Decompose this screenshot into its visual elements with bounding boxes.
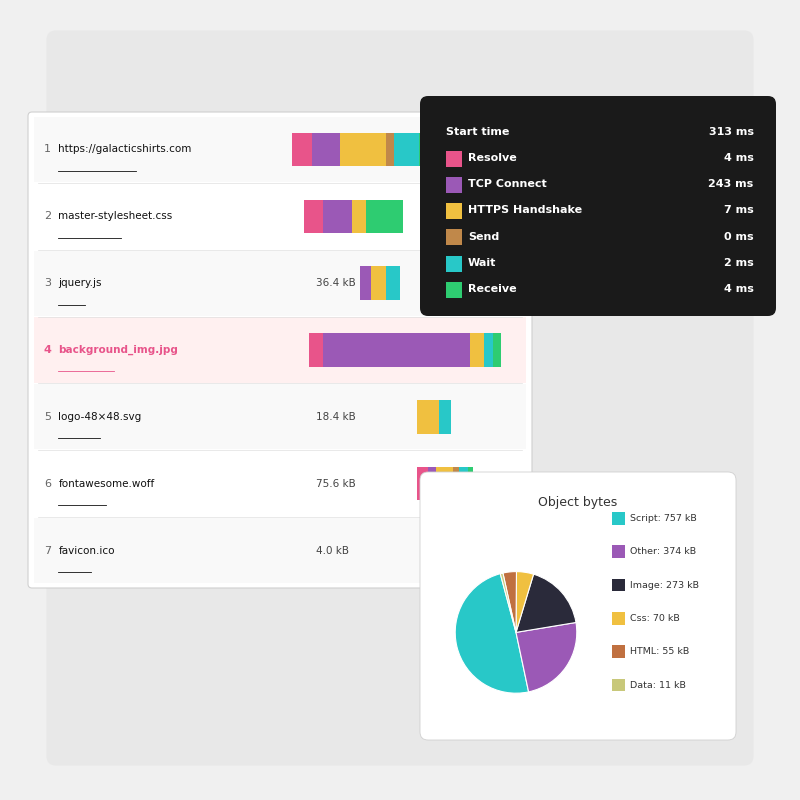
Bar — [394, 133, 419, 166]
Bar — [34, 250, 526, 316]
Text: 4: 4 — [44, 345, 52, 355]
Text: 1: 1 — [44, 145, 51, 154]
Text: 112.4 kB: 112.4 kB — [316, 345, 368, 355]
Bar — [304, 199, 323, 233]
Bar — [419, 133, 465, 166]
Bar — [428, 467, 437, 501]
Bar — [34, 518, 526, 583]
Bar — [366, 199, 402, 233]
Bar — [612, 612, 625, 625]
Text: Image: 273 kB: Image: 273 kB — [630, 581, 698, 590]
Text: 313 ms: 313 ms — [709, 126, 754, 137]
Text: HTTPS Handshake: HTTPS Handshake — [468, 206, 582, 215]
Text: TCP Connect: TCP Connect — [468, 179, 546, 189]
Text: Other: 374 kB: Other: 374 kB — [630, 547, 696, 556]
Text: Start time: Start time — [446, 126, 509, 137]
Text: 2 ms: 2 ms — [724, 258, 754, 268]
Bar — [312, 133, 341, 166]
Text: 75.6 kB: 75.6 kB — [316, 478, 356, 489]
Text: 4 ms: 4 ms — [724, 284, 754, 294]
Text: 64.6 kB: 64.6 kB — [316, 211, 356, 222]
Text: 0 ms: 0 ms — [724, 232, 754, 242]
Text: Object bytes: Object bytes — [538, 496, 618, 509]
Text: Wait: Wait — [468, 258, 496, 268]
Wedge shape — [516, 622, 577, 692]
Text: Css: 70 kB: Css: 70 kB — [630, 614, 679, 623]
Text: 2: 2 — [44, 211, 51, 222]
Text: 7 ms: 7 ms — [724, 206, 754, 215]
FancyBboxPatch shape — [420, 472, 736, 740]
Bar — [467, 467, 473, 501]
Text: Send: Send — [468, 232, 499, 242]
Wedge shape — [516, 572, 534, 632]
Wedge shape — [500, 573, 516, 632]
Text: https://galacticshirts.com: https://galacticshirts.com — [58, 145, 192, 154]
Text: 48.1 kB: 48.1 kB — [316, 145, 356, 154]
Bar — [612, 578, 625, 591]
Bar — [493, 334, 502, 366]
Text: master-stylesheet.css: master-stylesheet.css — [58, 211, 173, 222]
Bar — [323, 199, 352, 233]
Bar — [446, 256, 462, 272]
Bar — [437, 467, 454, 501]
Bar — [439, 400, 450, 434]
Bar — [341, 133, 386, 166]
Text: 36.4 kB: 36.4 kB — [316, 278, 356, 288]
Bar — [446, 203, 462, 219]
Bar — [386, 133, 394, 166]
Bar — [446, 282, 462, 298]
Text: 6: 6 — [44, 478, 51, 489]
Bar — [34, 117, 526, 182]
Bar — [323, 334, 470, 366]
Bar — [446, 230, 462, 246]
Text: Script: 757 kB: Script: 757 kB — [630, 514, 696, 523]
Text: 4 ms: 4 ms — [724, 153, 754, 163]
FancyBboxPatch shape — [420, 96, 776, 316]
Text: Data: 11 kB: Data: 11 kB — [630, 681, 686, 690]
Bar — [371, 266, 386, 300]
Bar — [612, 546, 625, 558]
Bar — [454, 467, 459, 501]
Text: 18.4 kB: 18.4 kB — [316, 412, 356, 422]
Bar — [386, 266, 400, 300]
Bar — [612, 678, 625, 691]
Text: 7: 7 — [44, 546, 51, 555]
Text: 3: 3 — [44, 278, 51, 288]
Bar — [485, 334, 493, 366]
Text: favicon.ico: favicon.ico — [58, 546, 115, 555]
Text: HTML: 55 kB: HTML: 55 kB — [630, 647, 689, 656]
Wedge shape — [516, 574, 576, 632]
Bar — [446, 150, 462, 166]
FancyBboxPatch shape — [28, 112, 532, 588]
Bar — [470, 334, 485, 366]
Bar — [34, 384, 526, 450]
Bar — [360, 266, 371, 300]
Text: Receive: Receive — [468, 284, 517, 294]
Text: jquery.js: jquery.js — [58, 278, 102, 288]
Bar — [459, 467, 467, 501]
Text: Resolve: Resolve — [468, 153, 517, 163]
Bar — [352, 199, 366, 233]
Text: fontawesome.woff: fontawesome.woff — [58, 478, 154, 489]
Bar — [310, 334, 323, 366]
Wedge shape — [455, 574, 529, 693]
Bar — [34, 318, 526, 382]
Text: background_img.jpg: background_img.jpg — [58, 345, 178, 355]
Bar — [612, 646, 625, 658]
Bar — [417, 400, 439, 434]
Bar — [293, 133, 312, 166]
Wedge shape — [503, 571, 517, 632]
Bar — [417, 467, 428, 501]
Text: 243 ms: 243 ms — [708, 179, 754, 189]
FancyBboxPatch shape — [46, 30, 754, 766]
Text: logo-48×48.svg: logo-48×48.svg — [58, 412, 142, 422]
Bar — [612, 512, 625, 525]
Bar — [446, 177, 462, 193]
Text: 4.0 kB: 4.0 kB — [316, 546, 349, 555]
Text: 5: 5 — [44, 412, 51, 422]
